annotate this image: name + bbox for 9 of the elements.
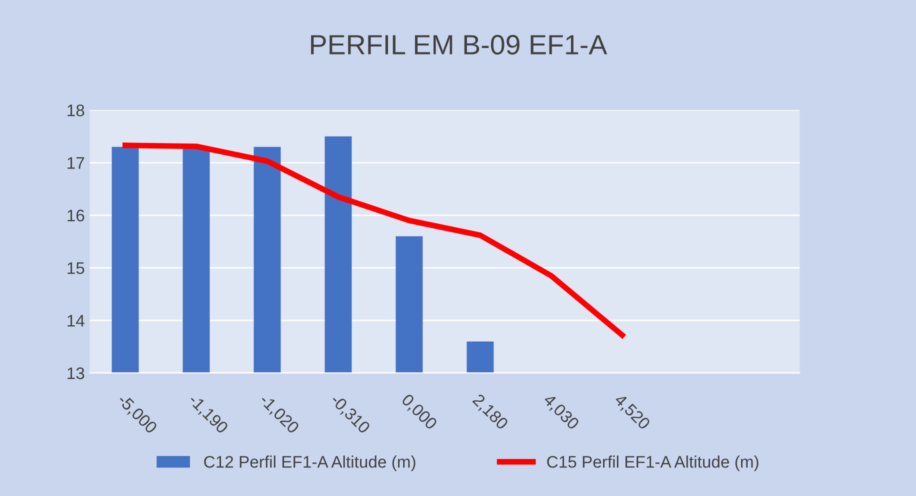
chart-title: PERFIL EM B-09 EF1-A [311, 34, 608, 55]
y-tick-label: 17 [68, 157, 84, 169]
y-tick-label: 18 [68, 104, 84, 116]
y-tick-label: 16 [68, 210, 84, 222]
y-tick-label: 14 [68, 314, 84, 326]
legend-label: C15 Perfil EF1-A Altitude (m) [547, 456, 758, 472]
y-tick-label: 13 [68, 367, 84, 380]
y-tick-label: 15 [68, 262, 84, 274]
legend-label: C12 Perfil EF1-A Altitude (m) [204, 456, 416, 472]
